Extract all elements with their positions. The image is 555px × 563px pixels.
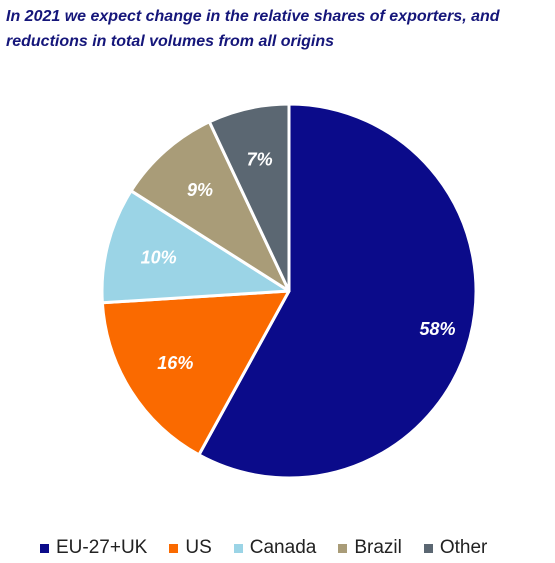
pie-slice-brazil (129, 120, 291, 293)
legend-label-us: US (185, 537, 212, 558)
pie-slice-canada (100, 189, 291, 305)
legend-label-canada: Canada (249, 537, 317, 558)
pie-slice-other (207, 102, 291, 293)
chart-title: In 2021 we expect change in the relative… (6, 8, 500, 50)
pie-label-canada: 10% (141, 248, 177, 268)
pie-label-eu-27-uk: 58% (420, 319, 456, 339)
legend-item-other: Other (423, 537, 488, 559)
pie-label-brazil: 9% (187, 180, 213, 200)
legend-item-brazil: Brazil (338, 537, 402, 559)
legend-swatch-other (423, 543, 433, 553)
pie-slice-eu-27-uk (197, 102, 478, 480)
pie-slice-us (100, 289, 291, 457)
legend: EU-27+UK US Canada Brazil Other (40, 537, 487, 559)
legend-label-other: Other (439, 537, 488, 558)
legend-label-brazil: Brazil (354, 537, 402, 558)
legend-item-canada: Canada (233, 537, 317, 559)
legend-swatch-us (169, 543, 179, 553)
legend-item-eu-27-uk: EU-27+UK (40, 537, 147, 559)
legend-swatch-brazil (338, 543, 348, 553)
legend-item-us: US (169, 537, 212, 559)
pie-label-other: 7% (247, 150, 273, 170)
legend-swatch-eu-27-uk (40, 543, 49, 553)
pie-label-us: 16% (157, 353, 193, 373)
legend-label-eu-27-uk: EU-27+UK (56, 537, 148, 558)
legend-swatch-canada (233, 543, 243, 553)
